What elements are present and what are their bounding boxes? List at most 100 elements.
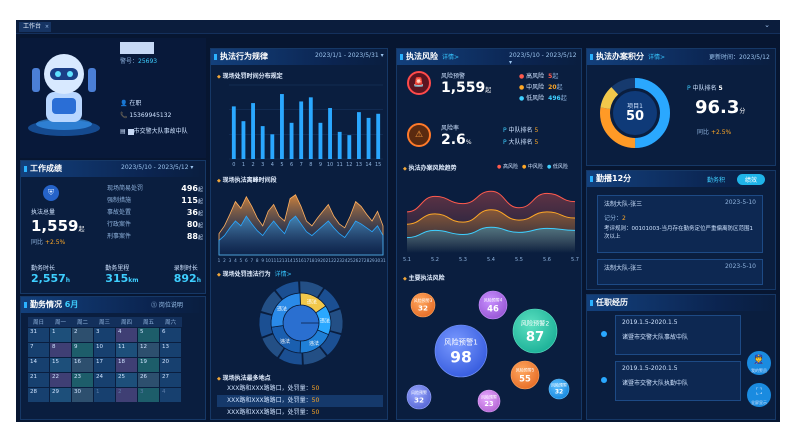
calendar-day[interactable]: 8 [49, 341, 72, 358]
chevron-down-icon[interactable]: ⌄ [764, 21, 770, 29]
sunburst-outer[interactable] [260, 290, 283, 316]
location-row[interactable]: XXX路和XXX路路口，处罚量：50 [217, 407, 383, 419]
bar[interactable] [318, 122, 323, 159]
calendar-day[interactable]: 18 [115, 356, 138, 373]
calendar-day[interactable]: 29 [49, 386, 72, 403]
location-text: XXX路和XXX路路口，处罚量： [227, 385, 312, 392]
sunburst-outer[interactable] [277, 347, 303, 366]
calendar-day[interactable]: 1 [93, 386, 116, 403]
bar[interactable] [357, 112, 361, 159]
bar[interactable] [328, 108, 332, 159]
calendar-day[interactable]: 14 [27, 356, 50, 373]
bar[interactable] [366, 117, 371, 159]
calendar-day[interactable]: 5 [137, 326, 160, 343]
bar[interactable] [270, 134, 275, 159]
calendar-day[interactable]: 24 [93, 371, 116, 388]
calendar-day[interactable]: 28 [27, 386, 50, 403]
calendar-day[interactable]: 31 [27, 326, 50, 343]
duty-card[interactable]: 法制大队-张三 2023-5-10 [597, 259, 763, 285]
risk-bubble[interactable] [406, 384, 432, 410]
career-card[interactable]: 2019.1.5-2020.1.5 诸暨市交警大队事故中队 [615, 315, 741, 355]
calendar-day[interactable]: 12 [137, 341, 160, 358]
calendar-day[interactable]: 4 [159, 386, 182, 403]
sunburst-outer[interactable] [328, 308, 344, 335]
calendar-day[interactable]: 21 [27, 371, 50, 388]
sunburst-outer[interactable] [299, 280, 325, 299]
bar[interactable] [280, 94, 284, 159]
violation-detail-link[interactable]: 详情> [274, 271, 292, 278]
calendar-day[interactable]: 19 [137, 356, 160, 373]
fullscreen-button[interactable]: ⛶ 全屏显示 [747, 383, 771, 407]
calendar-day[interactable]: 2 [71, 326, 94, 343]
tab-performance[interactable]: 绩效 [737, 174, 766, 185]
score-donut-chart [600, 78, 670, 148]
calendar-day[interactable]: 3 [137, 386, 160, 403]
location-row[interactable]: XXX路和XXX路路口，处罚量：50 [217, 383, 383, 395]
calendar-day[interactable]: 17 [93, 356, 116, 373]
my-officers-button[interactable]: 👮 我的警员 [747, 351, 771, 375]
calendar-day[interactable]: 22 [49, 371, 72, 388]
bar[interactable] [251, 103, 255, 159]
risk-bubble[interactable] [512, 308, 558, 354]
stat-value: 115起 [181, 195, 203, 207]
bar[interactable] [347, 135, 352, 159]
help-link[interactable]: ⓵ 岗位说明 [151, 302, 183, 309]
risk-date-range[interactable]: 2023/5/10 - 2023/5/12 ▾ [509, 52, 577, 66]
behavior-date-range[interactable]: 2023/1/1 - 2023/5/31 ▾ [315, 52, 384, 59]
bar[interactable] [337, 131, 342, 159]
risk-bubble[interactable] [410, 292, 436, 318]
bar[interactable] [241, 121, 246, 159]
bar[interactable] [260, 126, 265, 159]
calendar-day[interactable]: 2 [115, 386, 138, 403]
calendar-day[interactable]: 10 [93, 341, 116, 358]
risk-bubble[interactable] [548, 378, 570, 400]
calendar-day[interactable]: 30 [71, 386, 94, 403]
score-detail-link[interactable]: 详情> [648, 54, 666, 61]
calendar-day[interactable]: 7 [27, 341, 50, 358]
calendar-day[interactable]: 23 [71, 371, 94, 388]
tick-label: 9 [319, 162, 322, 168]
risk-bubble[interactable] [478, 290, 508, 320]
sunburst-outer[interactable] [319, 330, 342, 357]
tab-close-icon[interactable]: × [44, 24, 50, 30]
sunburst-outer[interactable] [274, 280, 300, 300]
career-period: 2019.1.5-2020.1.5 [622, 365, 678, 372]
score-compare: 同比 +2.5% [697, 129, 732, 136]
calendar-day[interactable]: 4 [115, 326, 138, 343]
tab-workbench[interactable]: 工作台 × [19, 22, 52, 32]
calendar-day[interactable]: 3 [93, 326, 116, 343]
bar[interactable] [376, 113, 381, 159]
career-card[interactable]: 2019.1.5-2020.1.5 诸暨市交警大队执勤中队 [615, 361, 741, 401]
bar[interactable] [289, 122, 294, 159]
calendar-day[interactable]: 27 [159, 371, 182, 388]
risk-bubble[interactable] [477, 389, 501, 413]
tab-duty-score[interactable]: 勤务积 [707, 177, 726, 184]
calendar-day[interactable]: 20 [159, 356, 182, 373]
work-date-range[interactable]: 2023/5/10 - 2023/5/12 ▾ [121, 164, 194, 171]
calendar-day[interactable]: 15 [49, 356, 72, 373]
sunburst-outer[interactable] [302, 346, 328, 366]
tick-label: 5.3 [459, 257, 467, 263]
bar[interactable] [299, 101, 304, 159]
tick-label: 7 [250, 258, 253, 263]
risk-bubble[interactable] [434, 324, 488, 378]
location-row[interactable]: XXX路和XXX路路口，处罚量：50 [217, 395, 383, 407]
bar[interactable] [308, 97, 313, 159]
risk-detail-link[interactable]: 详情> [442, 54, 460, 61]
calendar-day[interactable]: 16 [71, 356, 94, 373]
sunburst-outer[interactable] [317, 287, 341, 313]
calendar-day[interactable]: 6 [159, 326, 182, 343]
calendar-day[interactable]: 26 [137, 371, 160, 388]
risk-bubble[interactable] [510, 360, 540, 390]
calendar-day[interactable]: 25 [115, 371, 138, 388]
tick-label: 14 [287, 258, 293, 263]
duty-card[interactable]: 法制大队-张三 2023-5-10 记分：2 考评规则：00101003-当月存在… [597, 195, 763, 253]
trend-line [406, 209, 576, 225]
calendar-day[interactable]: 13 [159, 341, 182, 358]
calendar-day[interactable]: 11 [115, 341, 138, 358]
bar[interactable] [231, 106, 236, 159]
calendar-day[interactable]: 1 [49, 326, 72, 343]
calendar-day[interactable]: 9 [71, 341, 94, 358]
sunburst-outer[interactable] [258, 311, 274, 338]
sunburst-outer[interactable] [261, 333, 285, 359]
